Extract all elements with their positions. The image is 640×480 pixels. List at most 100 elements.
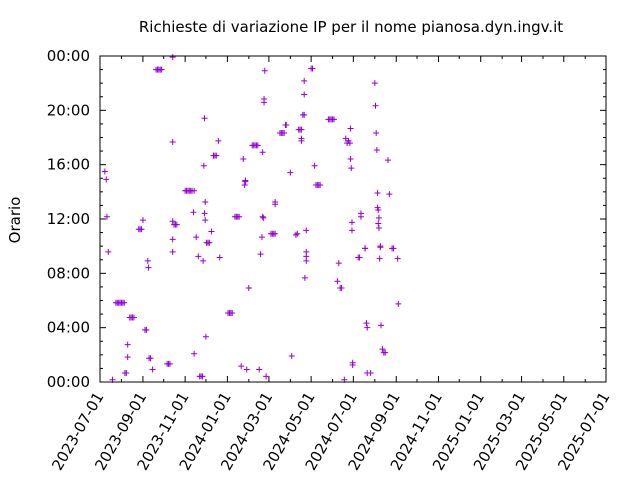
data-point bbox=[143, 326, 150, 333]
data-point bbox=[348, 227, 355, 234]
data-point bbox=[373, 146, 380, 153]
data-point bbox=[229, 309, 236, 316]
plot-frame bbox=[99, 55, 607, 383]
data-point bbox=[317, 182, 324, 189]
data-point bbox=[191, 350, 198, 357]
y-tick-label: 08:00 bbox=[47, 264, 90, 282]
data-point bbox=[208, 228, 215, 235]
data-point bbox=[301, 111, 308, 118]
data-point bbox=[349, 359, 356, 366]
data-point bbox=[303, 227, 310, 234]
data-point bbox=[371, 80, 378, 87]
data-point bbox=[259, 213, 266, 220]
data-point bbox=[301, 274, 308, 281]
data-point bbox=[272, 230, 279, 237]
data-point bbox=[105, 248, 112, 255]
data-point bbox=[373, 129, 380, 136]
data-point bbox=[169, 218, 176, 225]
data-point bbox=[283, 122, 290, 129]
data-point bbox=[238, 363, 245, 370]
data-point bbox=[263, 373, 270, 380]
y-tick-label: 04:00 bbox=[47, 319, 90, 337]
data-point bbox=[245, 285, 252, 292]
y-axis-label: Orario bbox=[6, 197, 24, 244]
data-point bbox=[364, 324, 371, 331]
data-point bbox=[375, 214, 382, 221]
data-point bbox=[362, 245, 369, 252]
y-tick-label: 12:00 bbox=[47, 210, 90, 228]
data-point bbox=[201, 115, 208, 122]
data-point bbox=[367, 369, 374, 376]
data-point bbox=[382, 349, 389, 356]
data-point bbox=[169, 236, 176, 243]
data-point bbox=[374, 189, 381, 196]
data-point bbox=[254, 142, 261, 149]
data-point bbox=[346, 140, 353, 147]
data-point bbox=[199, 373, 206, 380]
data-point bbox=[394, 255, 401, 262]
data-point bbox=[213, 152, 220, 159]
data-point bbox=[236, 213, 243, 220]
data-point bbox=[103, 213, 110, 220]
data-point bbox=[395, 300, 402, 307]
data-point bbox=[372, 102, 379, 109]
data-point bbox=[190, 209, 197, 216]
y-tick-label: 16:00 bbox=[47, 156, 90, 174]
data-point bbox=[103, 176, 110, 183]
data-point bbox=[357, 210, 364, 217]
data-point bbox=[259, 149, 266, 156]
data-point bbox=[335, 260, 342, 267]
data-point bbox=[240, 156, 247, 163]
data-point bbox=[301, 91, 308, 98]
data-point bbox=[145, 264, 152, 271]
data-point bbox=[377, 244, 384, 251]
data-markers bbox=[101, 54, 402, 383]
data-point bbox=[272, 201, 279, 208]
data-point bbox=[138, 226, 145, 233]
data-point bbox=[260, 214, 267, 221]
data-point bbox=[158, 66, 165, 73]
data-point bbox=[390, 245, 397, 252]
data-point bbox=[288, 352, 295, 359]
y-tick-label: 00:00 bbox=[47, 373, 90, 391]
data-point bbox=[347, 156, 354, 163]
data-point bbox=[281, 129, 288, 136]
data-point bbox=[144, 257, 151, 264]
data-point bbox=[376, 255, 383, 262]
data-point bbox=[386, 191, 393, 198]
data-point bbox=[201, 210, 208, 217]
data-point bbox=[301, 77, 308, 84]
data-point bbox=[334, 278, 341, 285]
data-point bbox=[139, 217, 146, 224]
data-point bbox=[258, 234, 265, 241]
data-point bbox=[379, 346, 386, 353]
data-point bbox=[166, 360, 173, 367]
data-point bbox=[375, 220, 382, 227]
data-point bbox=[215, 137, 222, 144]
data-point bbox=[287, 169, 294, 176]
data-point bbox=[169, 248, 176, 255]
data-point bbox=[202, 333, 209, 340]
data-point bbox=[195, 253, 202, 260]
data-point bbox=[330, 116, 337, 123]
data-point bbox=[173, 221, 180, 228]
data-point bbox=[348, 219, 355, 226]
data-point bbox=[130, 314, 137, 321]
data-point bbox=[303, 257, 310, 264]
data-point bbox=[261, 67, 268, 74]
data-point bbox=[292, 231, 299, 238]
data-point bbox=[309, 65, 316, 72]
data-point bbox=[124, 354, 131, 361]
data-point bbox=[363, 320, 370, 327]
data-point bbox=[200, 162, 207, 169]
data-point bbox=[169, 54, 176, 61]
data-point bbox=[294, 230, 301, 237]
data-point bbox=[256, 366, 263, 373]
data-point bbox=[375, 225, 382, 232]
y-tick-label: 20:00 bbox=[47, 101, 90, 119]
data-point bbox=[347, 125, 354, 132]
data-point bbox=[216, 254, 223, 261]
data-point bbox=[121, 299, 128, 306]
data-point bbox=[298, 126, 305, 133]
